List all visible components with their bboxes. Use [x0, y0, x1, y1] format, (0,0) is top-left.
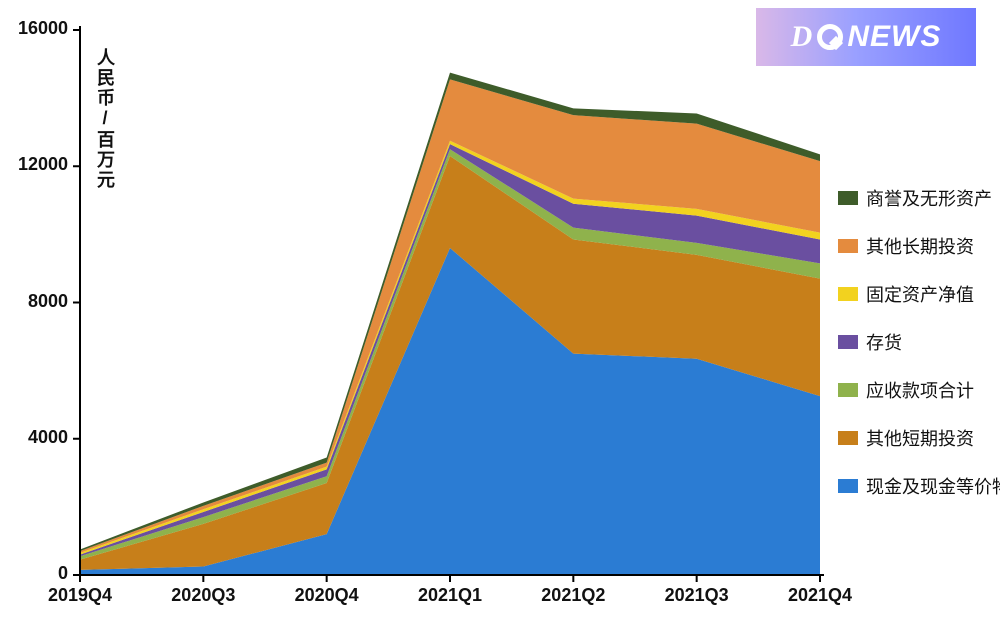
x-tick-label: 2021Q2: [541, 585, 605, 606]
y-tick-label: 16000: [18, 18, 68, 39]
legend-swatch: [838, 191, 858, 205]
x-tick-label: 2021Q1: [418, 585, 482, 606]
legend-swatch: [838, 479, 858, 493]
legend-item-other_short: 其他短期投资: [838, 425, 1000, 451]
legend-swatch: [838, 383, 858, 397]
x-tick-label: 2020Q3: [171, 585, 235, 606]
legend-label: 其他短期投资: [866, 425, 974, 451]
legend-item-cash: 现金及现金等价物: [838, 473, 1000, 499]
legend-label: 固定资产净值: [866, 281, 974, 307]
legend-swatch: [838, 287, 858, 301]
legend-label: 存货: [866, 329, 902, 355]
legend-label: 现金及现金等价物: [866, 473, 1000, 499]
legend-label: 应收款项合计: [866, 377, 974, 403]
legend: 商誉及无形资产其他长期投资固定资产净值存货应收款项合计其他短期投资现金及现金等价…: [838, 185, 1000, 499]
legend-swatch: [838, 335, 858, 349]
legend-label: 商誉及无形资产: [866, 185, 992, 211]
y-tick-label: 8000: [28, 291, 68, 312]
legend-swatch: [838, 239, 858, 253]
legend-swatch: [838, 431, 858, 445]
legend-item-other_long: 其他长期投资: [838, 233, 1000, 259]
y-tick-label: 4000: [28, 427, 68, 448]
chart-root: D NEWS 人民币/百万元 0400080001200016000 2019Q…: [0, 0, 1000, 625]
y-axis-label: 人民币/百万元: [92, 48, 118, 190]
legend-item-inventory: 存货: [838, 329, 1000, 355]
y-tick-label: 12000: [18, 154, 68, 175]
y-tick-label: 0: [58, 563, 68, 584]
legend-label: 其他长期投资: [866, 233, 974, 259]
x-tick-label: 2019Q4: [48, 585, 112, 606]
x-tick-label: 2020Q4: [295, 585, 359, 606]
x-tick-label: 2021Q4: [788, 585, 852, 606]
legend-item-goodwill: 商誉及无形资产: [838, 185, 1000, 211]
x-tick-label: 2021Q3: [665, 585, 729, 606]
legend-item-fixed_assets: 固定资产净值: [838, 281, 1000, 307]
legend-item-receivables: 应收款项合计: [838, 377, 1000, 403]
